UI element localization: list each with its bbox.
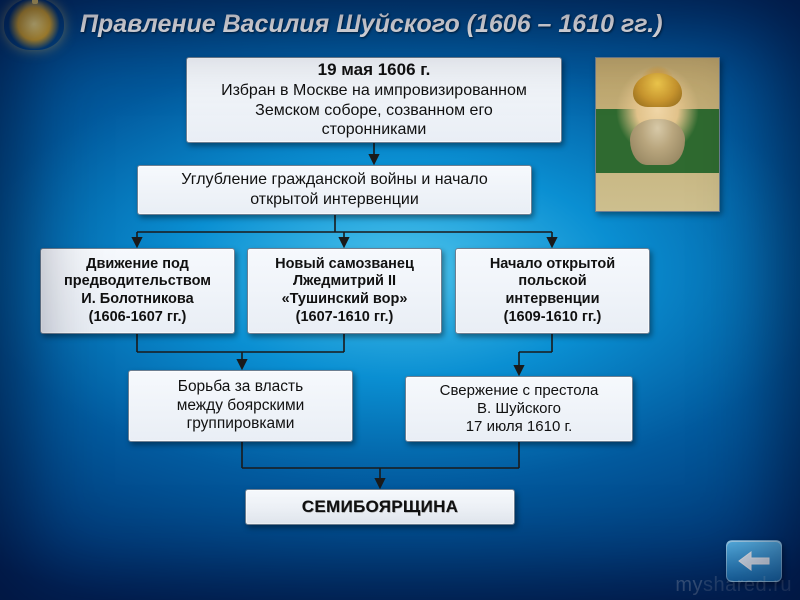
box-election: 19 мая 1606 г. Избран в Москве на импров… xyxy=(186,57,562,143)
page-title: Правление Василия Шуйского (1606 – 1610 … xyxy=(80,10,663,39)
crown-icon xyxy=(4,0,64,50)
portrait-image xyxy=(595,57,720,212)
watermark-prefix: my xyxy=(675,574,703,596)
box-election-l1: Избран в Москве на импровизированном xyxy=(221,81,527,101)
c3-l3: интервенции xyxy=(506,291,600,309)
box-overthrow: Свержение с престола В. Шуйского 17 июля… xyxy=(405,376,633,442)
watermark: myshared.ru xyxy=(675,574,792,597)
c1-l3: И. Болотникова xyxy=(81,291,193,309)
box-civil-war: Углубление гражданской войны и начало от… xyxy=(137,165,532,215)
c2-l2: Лжедмитрий II xyxy=(293,273,396,291)
c1-l4: (1606-1607 гг.) xyxy=(89,309,187,327)
l4-l3: группировками xyxy=(187,415,295,434)
r4-l3: 17 июля 1610 г. xyxy=(466,418,573,436)
c3-l1: Начало открытой xyxy=(490,256,615,274)
box-election-header: 19 мая 1606 г. xyxy=(318,60,431,81)
box-false-dmitry: Новый самозванец Лжедмитрий II «Тушински… xyxy=(247,248,442,334)
title-bar: Правление Василия Шуйского (1606 – 1610 … xyxy=(0,0,800,48)
c2-l1: Новый самозванец xyxy=(275,256,414,274)
l4-l2: между боярскими xyxy=(177,397,305,416)
l4-l1: Борьба за власть xyxy=(178,378,303,397)
c2-l3: «Тушинский вор» xyxy=(282,291,408,309)
watermark-rest: shared.ru xyxy=(703,574,792,596)
box-polish-intervention: Начало открытой польской интервенции (16… xyxy=(455,248,650,334)
r4-l1: Свержение с престола xyxy=(440,382,599,400)
box-election-l3: сторонниками xyxy=(322,120,427,140)
back-arrow-icon xyxy=(737,550,771,572)
c1-l1: Движение под xyxy=(86,256,189,274)
box-election-l2: Земском соборе, созванном его xyxy=(255,101,493,121)
box-boyar-struggle: Борьба за власть между боярскими группир… xyxy=(128,370,353,442)
r4-l2: В. Шуйского xyxy=(477,400,561,418)
box-bolotnikov: Движение под предводительством И. Болотн… xyxy=(40,248,235,334)
box-civil-war-l2: открытой интервенции xyxy=(250,190,419,210)
c2-l4: (1607-1610 гг.) xyxy=(296,309,394,327)
c3-l4: (1609-1610 гг.) xyxy=(504,309,602,327)
box-seven-boyars: СЕМИБОЯРЩИНА xyxy=(245,489,515,525)
final-label: СЕМИБОЯРЩИНА xyxy=(302,497,458,518)
box-civil-war-l1: Углубление гражданской войны и начало xyxy=(181,170,487,190)
c1-l2: предводительством xyxy=(64,273,211,291)
c3-l2: польской xyxy=(518,273,586,291)
